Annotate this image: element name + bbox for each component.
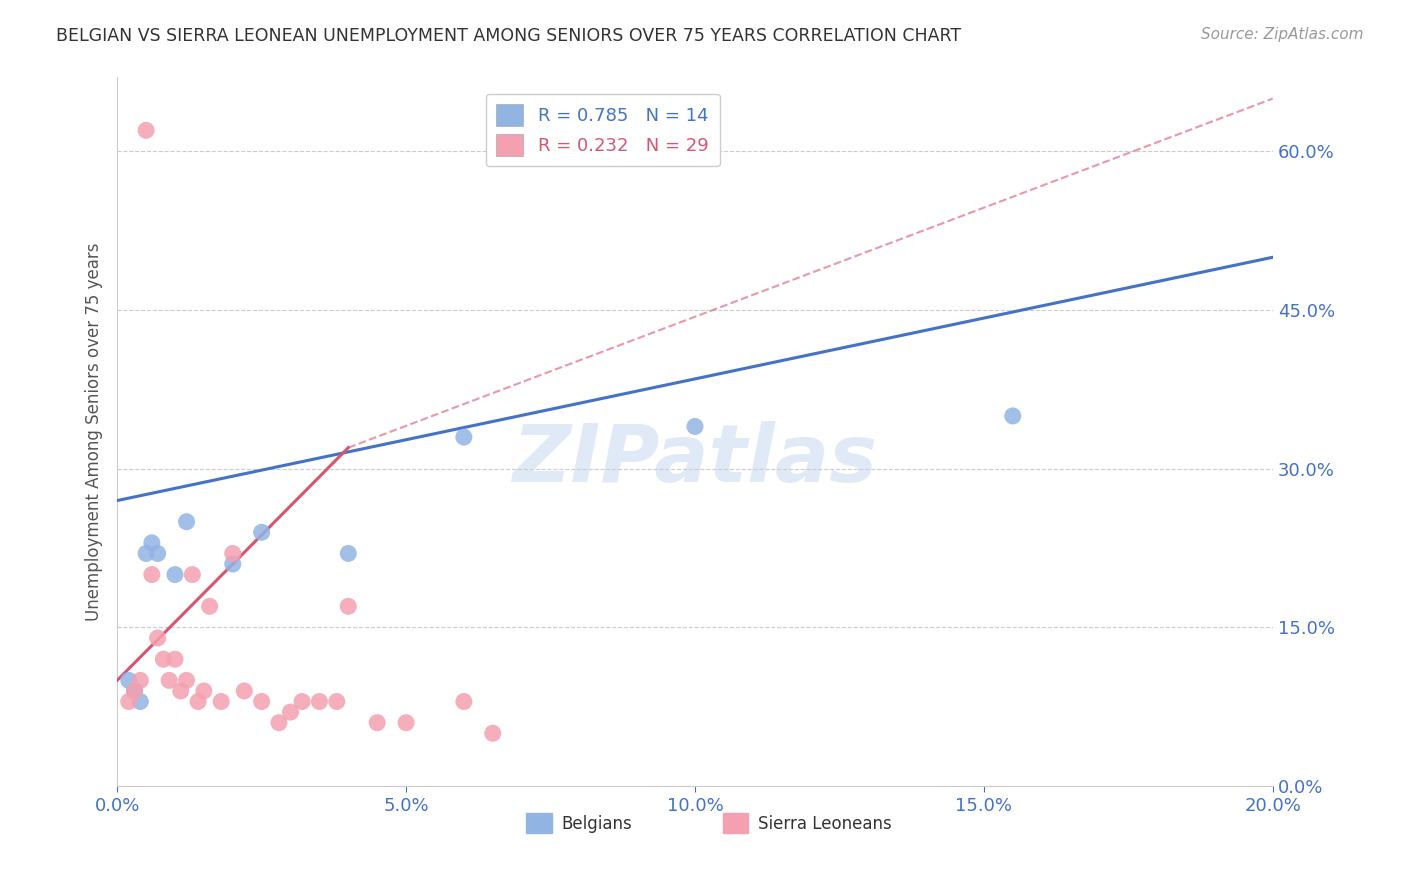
Point (141, 567, 163, 582)
Point (1001, 409, 1024, 423)
Point (308, 694, 330, 708)
Point (146, 631, 169, 645)
Point (163, 652, 186, 666)
Point (146, 546, 169, 560)
Point (291, 694, 314, 708)
Point (118, 694, 141, 708)
Point (163, 567, 186, 582)
Point (366, 715, 388, 730)
Point (337, 546, 360, 560)
Point (157, 673, 180, 688)
Point (118, 673, 141, 688)
Point (135, 123, 157, 137)
Point (453, 430, 475, 444)
Text: BELGIAN VS SIERRA LEONEAN UNEMPLOYMENT AMONG SENIORS OVER 75 YEARS CORRELATION C: BELGIAN VS SIERRA LEONEAN UNEMPLOYMENT A… (56, 27, 962, 45)
Point (267, 715, 290, 730)
Point (129, 694, 152, 708)
Text: ZIPatlas: ZIPatlas (512, 421, 877, 500)
Point (176, 515, 198, 529)
Text: Belgians: Belgians (561, 814, 633, 832)
Point (193, 684, 215, 698)
Point (222, 546, 245, 560)
Point (683, 419, 706, 434)
Y-axis label: Unemployment Among Seniors over 75 years: Unemployment Among Seniors over 75 years (86, 243, 103, 621)
Point (198, 599, 221, 614)
Point (124, 684, 146, 698)
Text: Sierra Leoneans: Sierra Leoneans (758, 814, 891, 832)
Point (124, 684, 146, 698)
Legend: R = 0.785   N = 14, R = 0.232   N = 29: R = 0.785 N = 14, R = 0.232 N = 29 (485, 94, 720, 167)
Point (187, 694, 209, 708)
Point (453, 694, 475, 708)
Point (250, 694, 273, 708)
Point (233, 684, 256, 698)
Point (152, 652, 174, 666)
Point (250, 525, 273, 540)
Point (176, 673, 198, 688)
Point (129, 673, 152, 688)
Text: Source: ZipAtlas.com: Source: ZipAtlas.com (1201, 27, 1364, 42)
Point (280, 705, 302, 719)
Point (481, 726, 503, 740)
Point (170, 684, 193, 698)
Point (395, 715, 418, 730)
Point (135, 546, 157, 560)
Point (326, 694, 349, 708)
Point (209, 694, 232, 708)
Point (141, 536, 163, 550)
Point (337, 599, 360, 614)
Point (222, 557, 245, 571)
Point (181, 567, 204, 582)
